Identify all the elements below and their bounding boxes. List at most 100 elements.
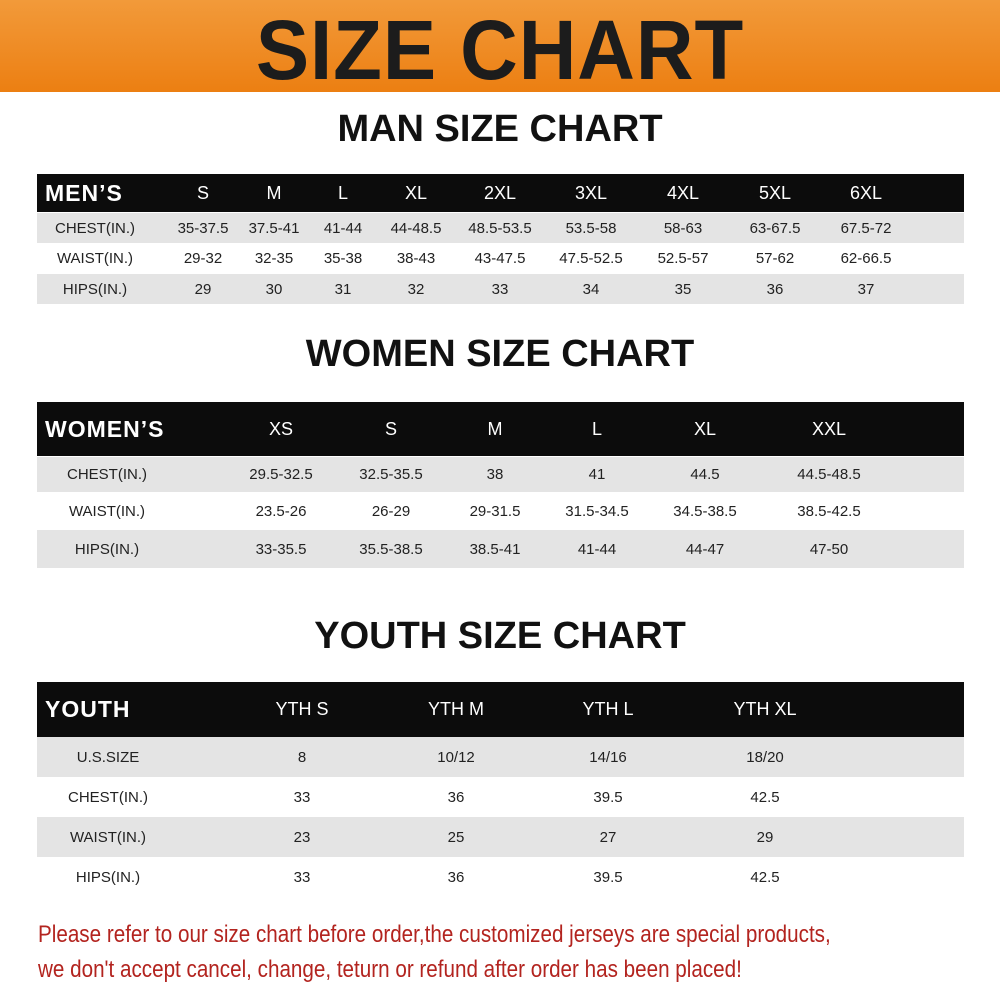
measurement-value-cell: 35.5-38.5 bbox=[359, 540, 423, 558]
table-row: CHEST(IN.) 29.5-32.5 32.5-35.5 38 41 44.5 44.5… bbox=[37, 457, 964, 492]
size-header-cell: L bbox=[337, 182, 349, 203]
size-header-cell: S bbox=[384, 418, 398, 439]
measurement-value-cell: 29 bbox=[194, 280, 212, 298]
size-chart-banner: SIZE CHART bbox=[0, 0, 1000, 97]
size-header-cell: M bbox=[266, 182, 282, 203]
size-header-cell: 2XL bbox=[483, 182, 517, 203]
measurement-value-cell: 35 bbox=[674, 280, 692, 298]
measurement-value-cell: 31.5-34.5 bbox=[565, 502, 629, 520]
measurement-value-cell: 29.5-32.5 bbox=[249, 466, 313, 483]
measurement-label-cell: WAIST(IN.) bbox=[56, 250, 134, 267]
size-header-cell: 5XL bbox=[758, 182, 792, 203]
measurement-value-cell: 52.5-57 bbox=[657, 250, 709, 267]
table-header-row: WOMEN’S XS S M L XL XXL bbox=[37, 402, 964, 456]
measurement-value-cell: 32-35 bbox=[254, 250, 294, 267]
size-header-cell: L bbox=[591, 418, 603, 439]
measurement-value-cell: 41 bbox=[588, 466, 606, 483]
measurement-value-cell: 48.5-53.5 bbox=[468, 219, 532, 237]
size-header-cell: XL bbox=[693, 418, 717, 439]
measurement-value-cell: 44.5 bbox=[690, 466, 720, 483]
measurement-value-cell: 14/16 bbox=[589, 748, 627, 766]
size-header-cell: M bbox=[487, 418, 503, 439]
measurement-value-cell: 33 bbox=[293, 788, 311, 806]
measurement-value-cell: 43-47.5 bbox=[474, 250, 526, 267]
measurement-value-cell: 67.5-72 bbox=[840, 219, 892, 237]
notice-line-2: we don't accept cancel, change, teturn o… bbox=[38, 956, 742, 983]
table-header-row: YOUTH YTH S YTH M YTH L YTH XL bbox=[37, 682, 964, 737]
size-header-cell: 4XL bbox=[666, 182, 700, 203]
measurement-value-cell: 44-47 bbox=[685, 540, 725, 558]
size-header-cell: XXL bbox=[811, 418, 847, 439]
measurement-value-cell: 41-44 bbox=[577, 540, 617, 558]
measurement-value-cell: 35-37.5 bbox=[177, 219, 229, 237]
measurement-value-cell: 35-38 bbox=[323, 250, 363, 267]
measurement-label-cell: HIPS(IN.) bbox=[62, 280, 128, 298]
size-header-cell: XS bbox=[268, 418, 294, 439]
page-title: SIZE CHART bbox=[255, 3, 745, 97]
table-row: CHEST(IN.) 35-37.5 37.5-41 41-44 44-48.5 48.5… bbox=[37, 213, 964, 243]
measurement-value-cell: 32.5-35.5 bbox=[359, 466, 423, 483]
measurement-label-cell: CHEST(IN.) bbox=[55, 219, 135, 237]
measurement-value-cell: 42.5 bbox=[750, 788, 780, 806]
measurement-value-cell: 63-67.5 bbox=[749, 219, 801, 237]
size-header-cell: S bbox=[196, 182, 210, 203]
measurement-label-cell: CHEST(IN.) bbox=[68, 788, 148, 806]
measurement-value-cell: 53.5-58 bbox=[565, 219, 617, 237]
size-header-cell: YTH M bbox=[428, 699, 484, 719]
measurement-label-cell: WAIST(IN.) bbox=[68, 502, 146, 520]
table-row: WAIST(IN.) 29-32 32-35 35-38 38-43 43-47.5 47.… bbox=[37, 243, 964, 274]
measurement-value-cell: 32 bbox=[407, 280, 425, 298]
measurement-value-cell: 47.5-52.5 bbox=[559, 250, 623, 267]
table-row: HIPS(IN.) 29 30 31 32 33 34 35 36 37 bbox=[37, 274, 964, 304]
measurement-label-cell: U.S.SIZE bbox=[76, 748, 140, 766]
measurement-value-cell: 10/12 bbox=[437, 748, 475, 766]
size-header-cell: YTH S bbox=[275, 699, 329, 719]
measurement-value-cell: 58-63 bbox=[663, 219, 703, 237]
measurement-value-cell: 36 bbox=[766, 280, 784, 298]
size-header-cell: 6XL bbox=[849, 182, 883, 203]
measurement-value-cell: 37 bbox=[857, 280, 875, 298]
notice-line-1: Please refer to our size chart before or… bbox=[38, 921, 831, 948]
measurement-value-cell: 29 bbox=[756, 828, 774, 846]
table-row: HIPS(IN.) 33 36 39.5 42.5 bbox=[37, 857, 964, 897]
measurement-value-cell: 42.5 bbox=[750, 868, 780, 886]
size-header-cell: YTH L bbox=[582, 699, 634, 719]
table-row: WAIST(IN.) 23.5-26 26-29 29-31.5 31.5-34.5 34… bbox=[37, 492, 964, 530]
measurement-value-cell: 26-29 bbox=[371, 502, 411, 520]
table-title-cell: WOMEN’S bbox=[45, 415, 165, 442]
measurement-value-cell: 23 bbox=[293, 828, 311, 846]
measurement-value-cell: 57-62 bbox=[755, 250, 795, 267]
measurement-value-cell: 34 bbox=[582, 280, 600, 298]
measurement-value-cell: 37.5-41 bbox=[248, 219, 300, 237]
measurement-value-cell: 44-48.5 bbox=[390, 219, 442, 237]
measurement-value-cell: 18/20 bbox=[746, 748, 784, 766]
men-section-title: MAN SIZE CHART bbox=[337, 108, 663, 150]
measurement-value-cell: 38 bbox=[486, 466, 504, 483]
measurement-value-cell: 27 bbox=[599, 828, 617, 846]
measurement-value-cell: 25 bbox=[447, 828, 465, 846]
measurement-value-cell: 38-43 bbox=[396, 250, 436, 267]
table-row: CHEST(IN.) 33 36 39.5 42.5 bbox=[37, 777, 964, 817]
table-row: U.S.SIZE 8 10/12 14/16 18/20 bbox=[37, 737, 964, 777]
measurement-value-cell: 36 bbox=[447, 788, 465, 806]
measurement-value-cell: 33 bbox=[491, 280, 509, 298]
measurement-value-cell: 30 bbox=[265, 280, 283, 298]
measurement-value-cell: 44.5-48.5 bbox=[797, 466, 861, 483]
measurement-value-cell: 23.5-26 bbox=[255, 502, 307, 520]
size-header-cell: YTH XL bbox=[733, 699, 797, 719]
table-title-cell: YOUTH bbox=[45, 696, 131, 722]
measurement-value-cell: 8 bbox=[297, 748, 307, 766]
measurement-value-cell: 36 bbox=[447, 868, 465, 886]
table-row: WAIST(IN.) 23 25 27 29 bbox=[37, 817, 964, 857]
measurement-value-cell: 38.5-41 bbox=[469, 540, 521, 558]
measurement-label-cell: CHEST(IN.) bbox=[67, 466, 147, 483]
measurement-value-cell: 62-66.5 bbox=[840, 250, 892, 267]
measurement-label-cell: HIPS(IN.) bbox=[75, 868, 141, 886]
measurement-value-cell: 47-50 bbox=[809, 540, 849, 558]
measurement-label-cell: HIPS(IN.) bbox=[74, 540, 140, 558]
youth-section-title: YOUTH SIZE CHART bbox=[314, 615, 686, 657]
table-header-row: MEN’S S M L XL 2XL 3XL 4XL 5XL 6XL bbox=[37, 174, 964, 212]
measurement-value-cell: 29-31.5 bbox=[469, 502, 521, 520]
size-header-cell: XL bbox=[404, 182, 428, 203]
table-title-cell: MEN’S bbox=[45, 179, 123, 206]
